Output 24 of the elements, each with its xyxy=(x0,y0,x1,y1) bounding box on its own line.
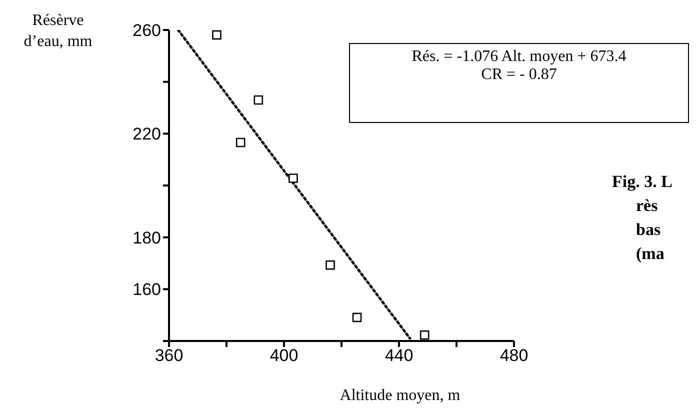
text-box: Rés. = -1.076 Alt. moyen + 673.4 CR = - 0.87 xyxy=(349,43,689,123)
point xyxy=(236,138,246,148)
y-axis-title: Résèrve d’eau, mm xyxy=(22,11,94,52)
text: rès xyxy=(635,195,659,217)
caption: Fig. 3. L xyxy=(612,171,672,193)
annotation: CR = - 0.87 xyxy=(480,66,558,84)
annotation: Rés. = -1.076 Alt. moyen + 673.4 xyxy=(410,48,628,66)
y-tick-label: 180 xyxy=(132,228,161,248)
text: (ma xyxy=(635,243,666,265)
point xyxy=(352,312,362,322)
x-axis-title: Altitude moyen, m xyxy=(338,387,462,405)
point xyxy=(254,95,264,105)
y-tick-label: 260 xyxy=(132,21,161,40)
x-tick-label: 360 xyxy=(154,346,184,366)
text: bas xyxy=(635,219,662,241)
point xyxy=(288,174,298,183)
y-tick-label: 220 xyxy=(132,124,161,144)
point xyxy=(326,260,335,270)
x-tick-label: 400 xyxy=(270,346,298,366)
x-tick-label: 440 xyxy=(384,346,414,366)
y-tick-label: 160 xyxy=(132,280,161,300)
x-tick-label: 480 xyxy=(500,346,528,366)
point xyxy=(212,30,222,40)
point xyxy=(420,330,430,340)
